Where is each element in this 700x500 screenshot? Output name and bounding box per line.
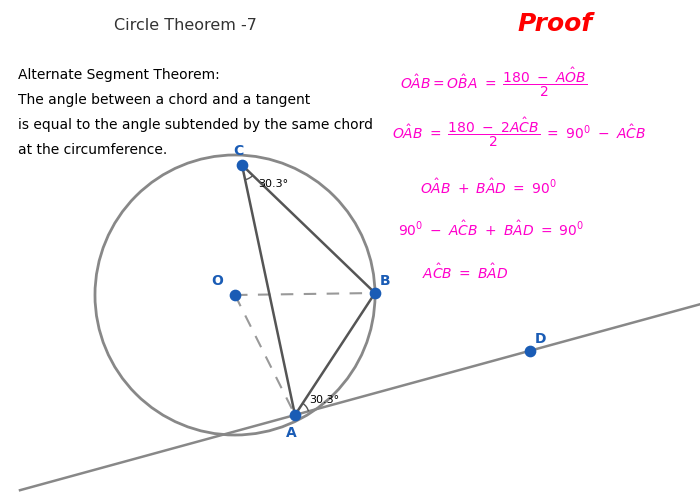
Text: B: B bbox=[379, 274, 391, 288]
Point bbox=[289, 411, 300, 419]
Text: 30.3°: 30.3° bbox=[258, 179, 288, 189]
Text: is equal to the angle subtended by the same chord: is equal to the angle subtended by the s… bbox=[18, 118, 373, 132]
Point bbox=[237, 161, 248, 169]
Text: 30.3°: 30.3° bbox=[309, 395, 339, 405]
Text: A: A bbox=[286, 426, 296, 440]
Text: Alternate Segment Theorem:: Alternate Segment Theorem: bbox=[18, 68, 220, 82]
Text: at the circumference.: at the circumference. bbox=[18, 143, 167, 157]
Point bbox=[230, 291, 241, 299]
Text: C: C bbox=[233, 144, 243, 158]
Text: The angle between a chord and a tangent: The angle between a chord and a tangent bbox=[18, 93, 310, 107]
Text: O: O bbox=[211, 274, 223, 288]
Text: $O\hat{A}B = O\hat{B}A\ =\ \dfrac{180\ -\ A\hat{O}B}{2}$: $O\hat{A}B = O\hat{B}A\ =\ \dfrac{180\ -… bbox=[400, 65, 587, 98]
Text: $90^0\ -\ A\hat{C}B\ +\ B\hat{A}D\ =\ 90^0$: $90^0\ -\ A\hat{C}B\ +\ B\hat{A}D\ =\ 90… bbox=[398, 220, 584, 239]
Text: $O\hat{A}B\ =\ \dfrac{180\ -\ 2A\hat{C}B}{2}\ =\ 90^0\ -\ A\hat{C}B$: $O\hat{A}B\ =\ \dfrac{180\ -\ 2A\hat{C}B… bbox=[392, 115, 646, 148]
Point bbox=[524, 346, 536, 354]
Point bbox=[370, 289, 381, 297]
Text: Circle Theorem -7: Circle Theorem -7 bbox=[113, 18, 256, 33]
Text: D: D bbox=[534, 332, 546, 345]
Text: $O\hat{A}B\ +\ B\hat{A}D\ =\ 90^0$: $O\hat{A}B\ +\ B\hat{A}D\ =\ 90^0$ bbox=[420, 178, 557, 197]
Text: Proof: Proof bbox=[517, 12, 593, 36]
Text: $A\hat{C}B\ =\ B\hat{A}D$: $A\hat{C}B\ =\ B\hat{A}D$ bbox=[422, 263, 508, 282]
